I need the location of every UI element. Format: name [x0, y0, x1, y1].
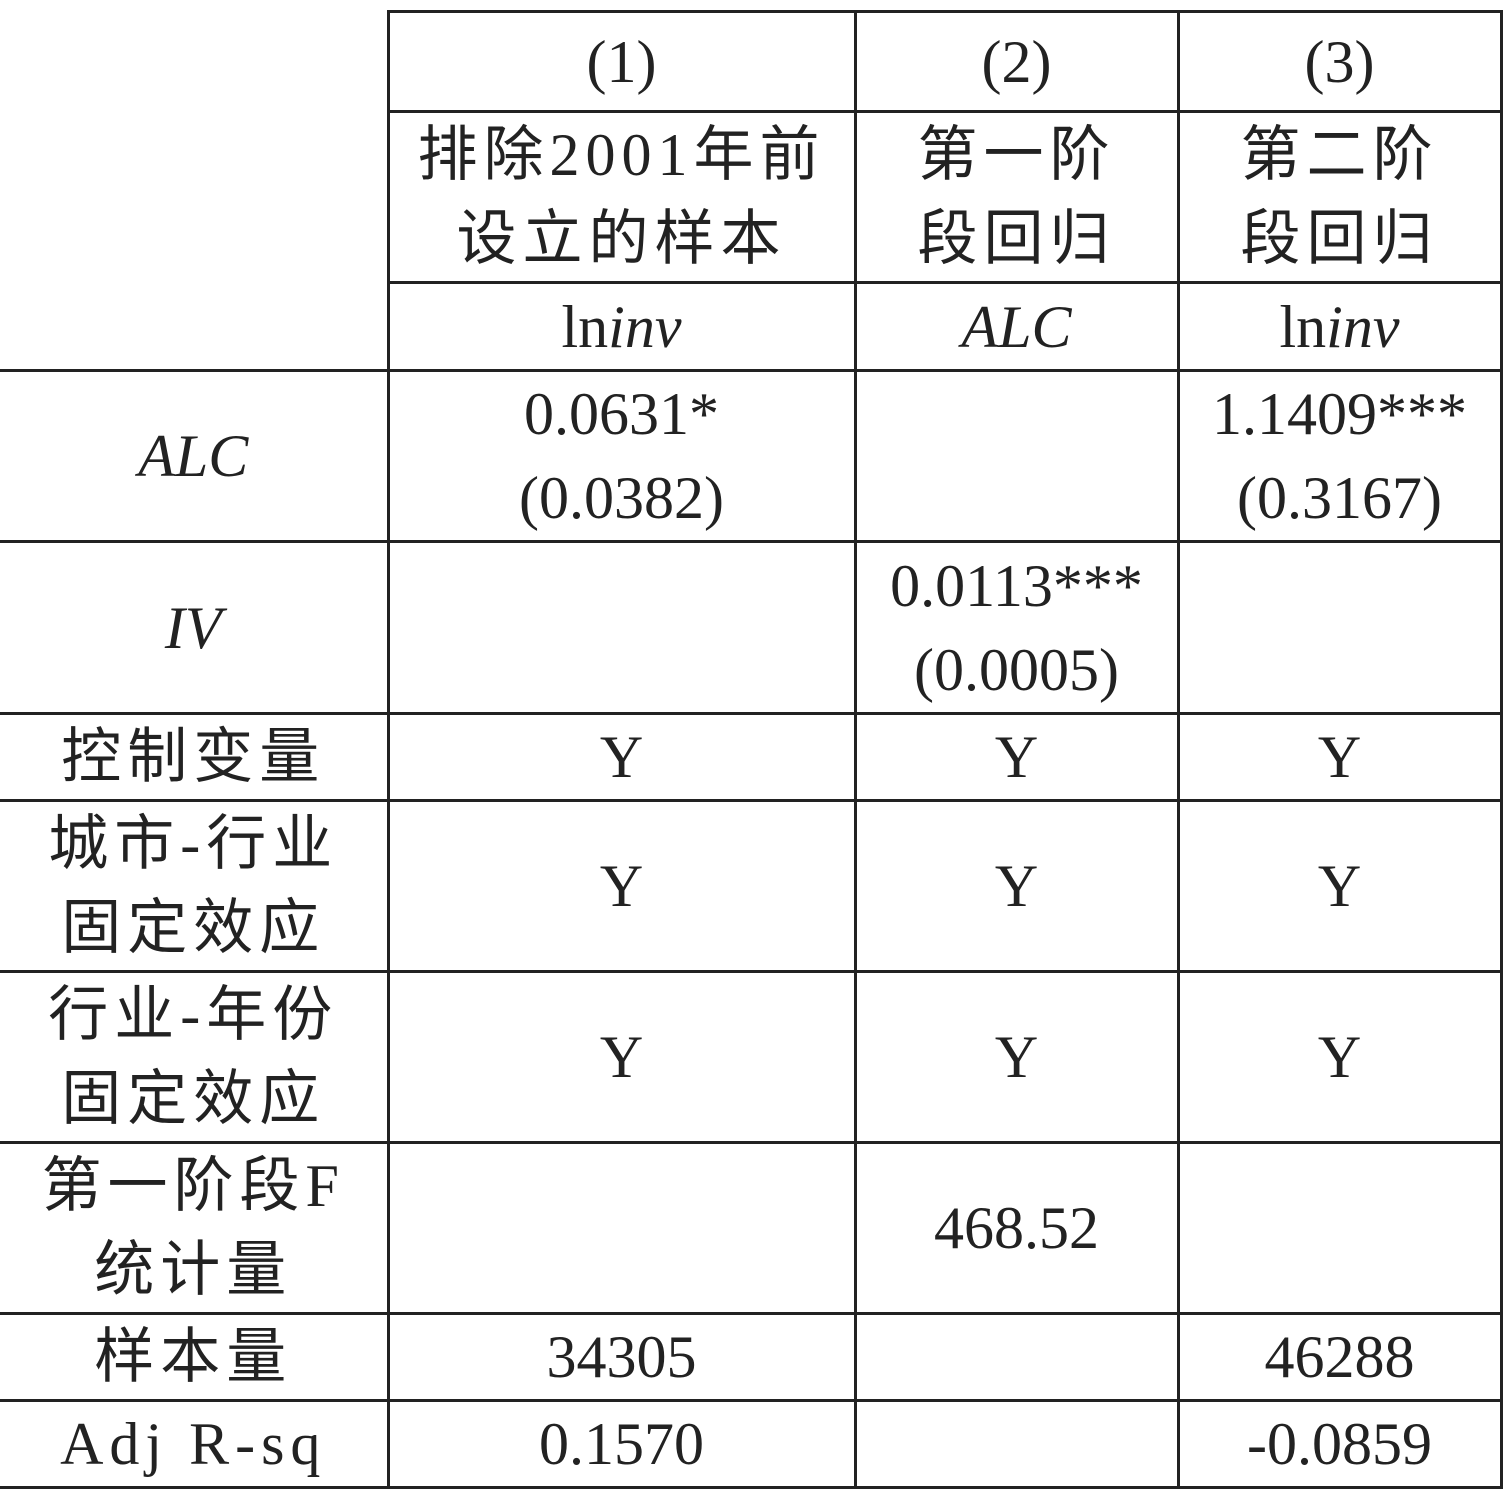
table-cell: Y	[386, 712, 857, 802]
cell-value: Y	[599, 724, 644, 790]
cell-value: Y	[1317, 1024, 1362, 1090]
cell-value: 468.52	[934, 1195, 1099, 1261]
row-label-line: 固定效应	[61, 895, 326, 961]
description-line: 第二阶	[1240, 122, 1439, 188]
table-row: 城市-行业固定效应 Y Y Y	[0, 799, 1503, 973]
description-line: 段回归	[917, 206, 1116, 272]
dependent-variable: lninv	[1176, 281, 1503, 372]
cell-value: 0.0113***	[890, 552, 1143, 619]
row-label: 行业-年份固定效应	[0, 970, 390, 1144]
cell-value: 46288	[1264, 1324, 1415, 1390]
dependent-variable-prefix: ln	[561, 293, 609, 360]
col-description: 第一阶 段回归	[853, 110, 1180, 284]
row-label-line: ALC	[138, 423, 249, 489]
table-cell: 0.0113*** (0.0005)	[853, 540, 1180, 715]
col-number: (3)	[1176, 10, 1503, 113]
table-cell: Y	[853, 799, 1180, 973]
description-line: 第一阶	[917, 122, 1116, 188]
cell-value: Y	[1317, 724, 1362, 790]
table-cell: 1.1409*** (0.3167)	[1176, 369, 1503, 543]
table-cell: 46288	[1176, 1312, 1503, 1402]
dependent-variable: lninv	[386, 281, 857, 372]
table-cell: Y	[386, 799, 857, 973]
table-cell	[386, 1141, 857, 1315]
cell-value: (0.3167)	[1237, 465, 1442, 531]
table-cell: Y	[1176, 712, 1503, 802]
table-row: 第一阶段F 统计量 468.52	[0, 1141, 1503, 1315]
cell-value: 0.1570	[539, 1411, 704, 1477]
row-label-line: 固定效应	[61, 1066, 326, 1132]
dependent-variable: ALC	[853, 281, 1180, 372]
row-label: ALC	[0, 369, 390, 543]
table-cell	[853, 1399, 1180, 1489]
cell-value: Y	[994, 724, 1039, 790]
col-description: 第二阶 段回归	[1176, 110, 1503, 284]
row-label-line: 第一阶段F	[41, 1153, 345, 1219]
table-cell: Y	[853, 712, 1180, 802]
table-cell: Y	[1176, 970, 1503, 1144]
table-cell: 0.0631* (0.0382)	[386, 369, 857, 543]
table-cell: -0.0859	[1176, 1399, 1503, 1489]
description-line: 段回归	[1240, 206, 1439, 272]
dependent-variable-name: inv	[608, 293, 682, 360]
row-label: Adj R-sq	[0, 1399, 390, 1489]
table-cell: Y	[853, 970, 1180, 1144]
cell-value: 0.0631*	[524, 381, 719, 447]
regression-table: (1) (2) (3) 排除2001年前 设立的样本 第一阶 段回归 第二阶 段回归 ln…	[0, 10, 1503, 1489]
row-label: IV	[0, 540, 390, 715]
table-cell	[386, 540, 857, 715]
dependent-variable-name: ALC	[961, 293, 1072, 360]
row-label-line: 行业-年份	[48, 982, 339, 1048]
table-cell	[1176, 1141, 1503, 1315]
table-cell	[853, 369, 1180, 543]
row-label-line: Adj R-sq	[60, 1411, 327, 1477]
row-label: 第一阶段F 统计量	[0, 1141, 390, 1315]
table-cell	[853, 1312, 1180, 1402]
cell-value: 1.1409***	[1212, 381, 1467, 447]
cell-value: Y	[599, 1024, 644, 1090]
table-cell: 468.52	[853, 1141, 1180, 1315]
cell-value: 34305	[546, 1324, 697, 1390]
row-label-line: 样本量	[94, 1324, 293, 1390]
table-row: Adj R-sq 0.1570 -0.0859	[0, 1399, 1503, 1489]
corner-cell	[0, 11, 390, 372]
table-row: 行业-年份固定效应 Y Y Y	[0, 970, 1503, 1144]
col-number: (1)	[386, 10, 857, 113]
cell-value: (0.0382)	[519, 465, 724, 531]
row-label: 样本量	[0, 1312, 390, 1402]
table-cell: Y	[386, 970, 857, 1144]
table-row: ALC 0.0631* (0.0382) 1.1409*** (0.3167)	[0, 369, 1503, 543]
row-label-line: 城市-行业	[48, 811, 339, 877]
table-row: 控制变量 Y Y Y	[0, 712, 1503, 802]
col-number: (2)	[853, 10, 1180, 113]
description-line: 排除2001年前	[417, 122, 826, 188]
cell-value: Y	[994, 853, 1039, 919]
col-description: 排除2001年前 设立的样本	[386, 110, 857, 284]
cell-value: (0.0005)	[914, 636, 1119, 703]
row-label: 控制变量	[0, 712, 390, 802]
cell-value: -0.0859	[1247, 1411, 1432, 1477]
row-label-line: 统计量	[94, 1237, 293, 1303]
row-label-line: 控制变量	[61, 724, 326, 790]
table-row: 样本量 34305 46288	[0, 1312, 1503, 1402]
cell-value: Y	[599, 853, 644, 919]
table-cell: Y	[1176, 799, 1503, 973]
table-row: IV 0.0113*** (0.0005)	[0, 540, 1503, 715]
row-label-line: IV	[164, 594, 222, 661]
table-cell: 34305	[386, 1312, 857, 1402]
dependent-variable-prefix: ln	[1279, 293, 1327, 360]
dependent-variable-name: inv	[1326, 293, 1400, 360]
cell-value: Y	[994, 1024, 1039, 1090]
cell-value: Y	[1317, 853, 1362, 919]
table-cell	[1176, 540, 1503, 715]
table-cell: 0.1570	[386, 1399, 857, 1489]
row-label: 城市-行业固定效应	[0, 799, 390, 973]
description-line: 设立的样本	[456, 206, 787, 272]
